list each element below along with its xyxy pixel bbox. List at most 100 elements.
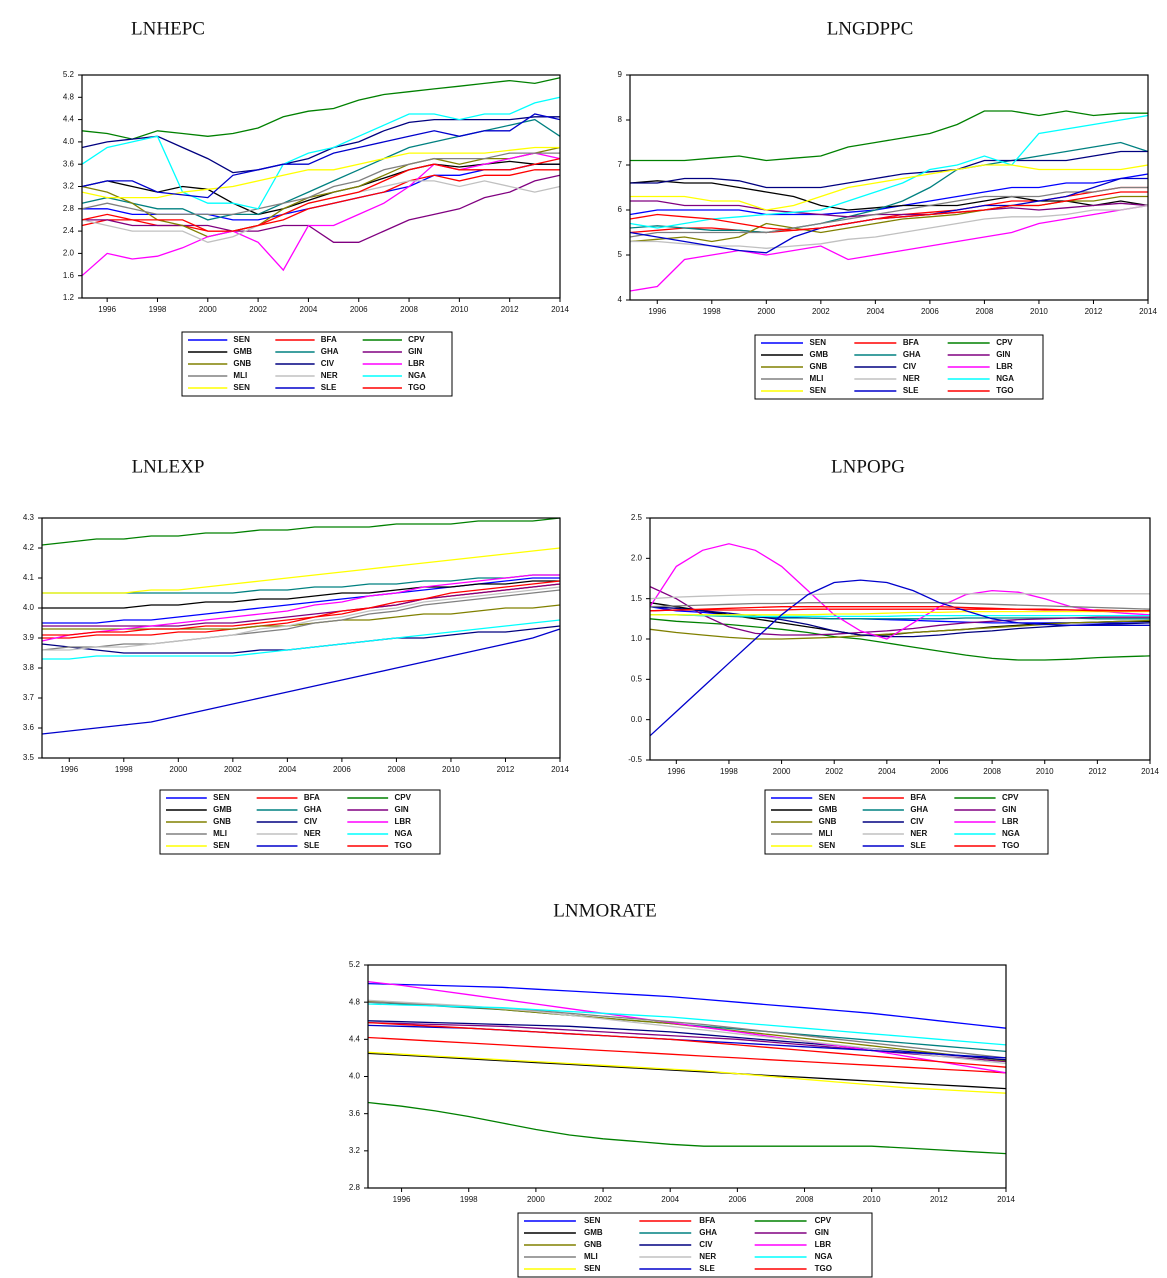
legend-label: GMB [819, 805, 838, 814]
x-tick-label: 2012 [930, 1195, 948, 1204]
legend-label: GHA [304, 805, 322, 814]
legend-label: SEN [819, 793, 836, 802]
legend-label: CPV [1002, 793, 1019, 802]
x-tick-label: 2000 [773, 767, 791, 776]
y-tick-label: 3.6 [349, 1109, 361, 1118]
legend-label: SEN [233, 383, 250, 392]
series-line [81, 146, 561, 238]
series-line [367, 1052, 1007, 1090]
x-tick-label: 1998 [149, 305, 167, 314]
legend-label: GIN [996, 350, 1010, 359]
x-tick-label: 2012 [497, 765, 515, 774]
legend-label: SEN [819, 841, 836, 850]
legend-label: GIN [1002, 805, 1016, 814]
legend-label: SLE [910, 841, 926, 850]
y-tick-label: 5.2 [63, 70, 75, 79]
legend-label: GHA [910, 805, 928, 814]
y-tick-label: 1.6 [63, 271, 75, 280]
x-tick-label: 1996 [648, 307, 666, 316]
x-tick-label: 2004 [866, 307, 884, 316]
series-line [630, 204, 1149, 249]
series-line [41, 628, 561, 735]
y-tick-label: 8 [618, 115, 623, 124]
series-line [629, 177, 1148, 254]
legend-label: GIN [394, 805, 408, 814]
legend-label: TGO [1002, 841, 1019, 850]
series-line [42, 580, 560, 609]
x-tick-label: 2006 [921, 307, 939, 316]
y-tick-label: 3.5 [23, 753, 35, 762]
legend-label: LBR [394, 817, 411, 826]
legend-label: LBR [408, 359, 425, 368]
series-line [42, 580, 561, 636]
series-line [630, 164, 1149, 211]
x-tick-label: 2006 [333, 765, 351, 774]
legend-label: GNB [584, 1240, 602, 1249]
series-line [630, 150, 1148, 189]
legend-label: GMB [233, 347, 252, 356]
legend-label: BFA [903, 338, 919, 347]
series-line [367, 1021, 1007, 1063]
series-line [41, 589, 561, 651]
y-tick-label: 9 [618, 70, 623, 79]
series-line [81, 152, 561, 277]
legend-label: GNB [819, 817, 837, 826]
x-tick-label: 2012 [1088, 767, 1106, 776]
legend-label: GHA [699, 1228, 717, 1237]
chart-title: LNGDPPC [827, 18, 914, 39]
y-tick-label: 3.6 [63, 159, 75, 168]
legend-box [517, 1212, 873, 1278]
y-tick-label: 0.0 [631, 715, 643, 724]
chart-title: LNPOPG [831, 456, 905, 477]
series-line [81, 146, 560, 199]
x-tick-label: 2008 [796, 1195, 814, 1204]
series-line [42, 586, 561, 651]
plot-frame [629, 74, 1149, 301]
legend-label: GIN [815, 1228, 829, 1237]
chart-title: LNLEXP [132, 456, 205, 477]
legend-label: GHA [321, 347, 339, 356]
x-tick-label: 2000 [199, 305, 217, 314]
series-line [42, 619, 561, 660]
series-line [649, 593, 1150, 600]
legend-label: GHA [903, 350, 921, 359]
legend-label: CPV [996, 338, 1013, 347]
y-tick-label: 2.0 [631, 553, 643, 562]
series-line [367, 1003, 1007, 1046]
y-tick-label: -0.5 [628, 755, 642, 764]
legend-label: GIN [408, 347, 422, 356]
x-tick-label: 2002 [249, 305, 267, 314]
x-tick-label: 1996 [393, 1195, 411, 1204]
series-line [630, 110, 1148, 162]
y-tick-label: 3.8 [23, 663, 35, 672]
legend-label: CIV [910, 817, 924, 826]
legend-label: GNB [213, 817, 231, 826]
x-tick-label: 2000 [169, 765, 187, 774]
y-tick-label: 4.4 [63, 115, 75, 124]
x-tick-label: 2008 [388, 765, 406, 774]
series-line [82, 174, 561, 243]
series-line [649, 579, 1150, 737]
legend-label: BFA [304, 793, 320, 802]
y-tick-label: 1.2 [63, 293, 75, 302]
y-tick-label: 1.0 [631, 634, 643, 643]
series-line [81, 116, 560, 174]
y-tick-label: 4.8 [349, 997, 361, 1006]
plot-frame [649, 517, 1151, 761]
series-line [630, 200, 1149, 218]
legend-label: LBR [1002, 817, 1019, 826]
series-line [367, 1024, 1007, 1059]
legend-label: SLE [304, 841, 320, 850]
y-tick-label: 5.2 [349, 960, 361, 969]
legend-label: BFA [910, 793, 926, 802]
chart-title: LNMORATE [553, 900, 656, 921]
series-line [649, 586, 1150, 636]
x-tick-label: 2010 [1030, 307, 1048, 316]
legend-label: CPV [408, 335, 425, 344]
legend-label: SLE [903, 386, 919, 395]
x-tick-label: 2010 [450, 305, 468, 314]
legend-label: TGO [815, 1264, 832, 1273]
series-line [41, 517, 561, 546]
legend-label: NGA [996, 374, 1014, 383]
y-tick-label: 4.2 [23, 543, 35, 552]
